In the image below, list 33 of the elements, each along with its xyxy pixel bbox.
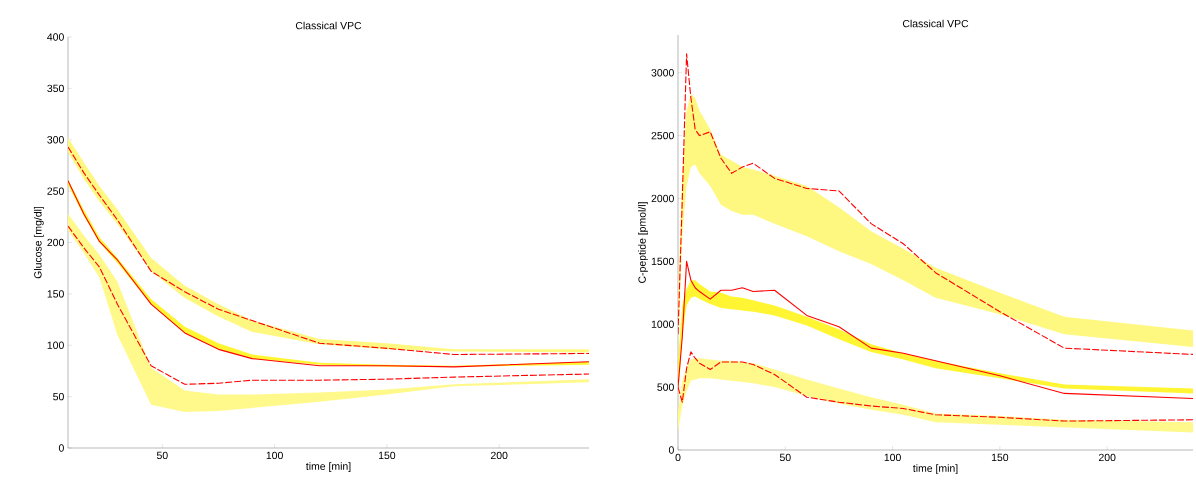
x-tick-label: 50 [779,453,791,462]
x-tick-label: 100 [884,453,901,462]
x-axis-title: time [min] [305,462,351,473]
x-tick-label: 100 [266,451,283,460]
y-tick-label: 1000 [651,320,674,328]
y-tick-label: 50 [53,392,64,401]
y-tick-label: 100 [47,341,64,349]
x-tick-label: 50 [156,451,168,460]
x-tick-label: 200 [490,451,508,460]
x-tick-label: 0 [675,453,681,462]
y-tick-label: 350 [47,84,64,93]
y-tick-label: 0 [58,444,64,452]
y-tick-label: 300 [47,136,64,144]
x-axis-title: time [min] [913,464,958,475]
y-tick-label: 150 [47,290,64,298]
x-tick-label: 200 [1098,453,1116,462]
chart-title: Classical VPC [295,21,362,30]
y-axis-title: Glucose [mg/dl] [33,206,44,279]
x-tick-label: 150 [378,451,396,460]
y-tick-label: 250 [47,187,64,195]
y-tick-label: 2500 [651,131,674,140]
y-tick-label: 500 [657,383,674,391]
y-tick-label: 200 [47,238,64,247]
y-tick-label: 1500 [651,257,674,266]
line-series [68,225,590,385]
x-tick-label: 150 [991,453,1009,462]
chart-title: Classical VPC [902,19,969,28]
line-series [678,53,1194,355]
y-tick-label: 2000 [651,194,674,203]
y-axis-title: C-peptide [pmol/l] [638,202,648,283]
y-tick-label: 400 [47,33,64,41]
y-tick-label: 3000 [651,69,674,77]
y-tick-label: 0 [668,446,674,454]
